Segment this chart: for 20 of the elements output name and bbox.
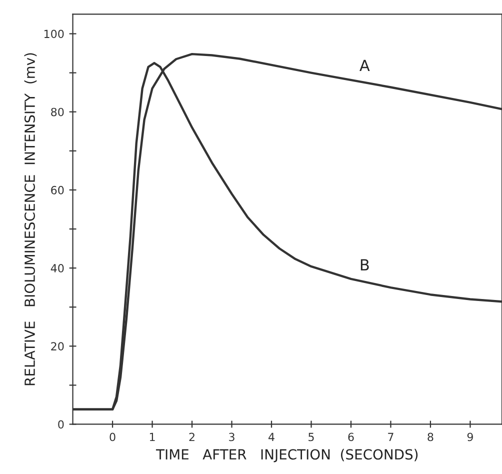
series-label: A bbox=[360, 60, 370, 71]
y-axis-title: RELATIVE BIOLUMINESCENCE INTENSITY (mv) bbox=[24, 53, 37, 386]
x-tick-label: 4 bbox=[268, 432, 274, 442]
y-tick-label: 0 bbox=[58, 420, 64, 429]
x-tick-label: 5 bbox=[308, 432, 314, 442]
series-label: B bbox=[360, 259, 369, 270]
x-tick-label: 6 bbox=[348, 432, 354, 442]
y-tick-label: 100 bbox=[44, 30, 64, 38]
y-tick-label: 60 bbox=[51, 186, 64, 194]
x-tick-label: 2 bbox=[189, 432, 194, 442]
x-tick-label: 7 bbox=[388, 432, 394, 442]
x-tick-label: 3 bbox=[229, 432, 234, 442]
y-tick-label: 20 bbox=[51, 342, 64, 351]
x-tick-label: 8 bbox=[428, 432, 434, 442]
x-tick-label: 1 bbox=[150, 432, 155, 442]
y-tick-label: 40 bbox=[50, 264, 64, 272]
y-tick-label: 80 bbox=[51, 108, 64, 116]
x-tick-label: 9 bbox=[467, 432, 473, 442]
x-tick-label: 0 bbox=[110, 432, 116, 442]
x-axis-title: TIME AFTER INJECTION (SECONDS) bbox=[156, 448, 418, 462]
